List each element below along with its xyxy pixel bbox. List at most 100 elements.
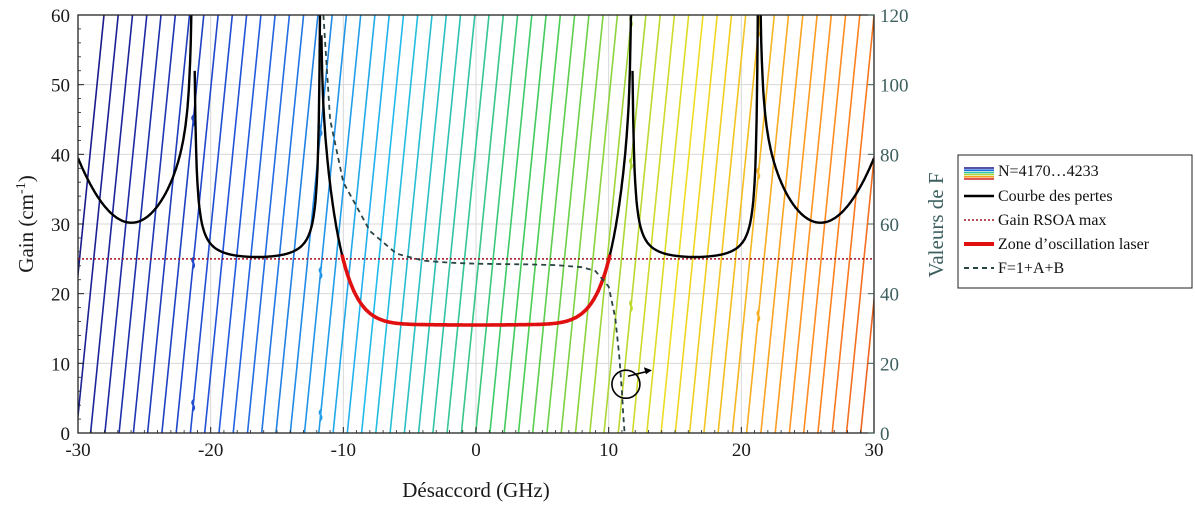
laser-zone-curve xyxy=(340,254,612,327)
mode-family xyxy=(78,15,874,433)
legend-box xyxy=(957,154,1193,289)
mode-line xyxy=(275,15,319,433)
mode-line xyxy=(703,15,747,433)
mode-line xyxy=(531,15,576,433)
mode-resonance-mark xyxy=(191,113,196,128)
f-curve xyxy=(322,15,626,433)
y2-tick-label: 40 xyxy=(880,285,899,306)
y-tick-label: 10 xyxy=(51,354,70,375)
y2-axis-title: Valeurs de F xyxy=(924,173,948,278)
mode-line xyxy=(574,15,619,433)
legend-label-laser-zone: Zone d’oscillation laser xyxy=(998,236,1150,253)
loss-curve xyxy=(193,15,322,259)
mode-line xyxy=(760,15,804,433)
annotation-circle xyxy=(611,369,641,400)
mode-line xyxy=(161,15,205,433)
mode-line xyxy=(260,15,305,433)
y2-tick-label: 120 xyxy=(880,6,909,27)
overlay-curves xyxy=(78,15,874,433)
mode-line xyxy=(403,15,448,433)
y-tick-label: 30 xyxy=(51,215,70,236)
ticks: -30 -20 -10 0 10 20 30010203040506002040608010… xyxy=(51,6,909,461)
mode-resonance-mark xyxy=(756,309,761,323)
mode-resonance-mark xyxy=(191,256,196,270)
mode-line xyxy=(303,15,348,433)
y-tick-label: 20 xyxy=(51,285,70,306)
x-tick-label: 30 xyxy=(865,440,884,461)
x-tick-label: -10 xyxy=(331,440,356,461)
x-tick-label: 0 xyxy=(471,440,481,461)
x-tick-label: -30 xyxy=(65,440,90,461)
mode-line xyxy=(375,15,419,433)
x-tick-label: -20 xyxy=(198,440,223,461)
y-tick-label: 40 xyxy=(51,145,70,166)
x-tick-label: 20 xyxy=(732,440,751,461)
legend-label-modes: N=4170…4233 xyxy=(998,163,1099,180)
mode-line xyxy=(132,15,177,433)
loss-curve xyxy=(78,15,193,224)
annotation-arrow xyxy=(627,370,649,378)
mode-line xyxy=(104,15,148,433)
mode-line xyxy=(360,15,405,433)
mode-line xyxy=(831,15,874,433)
mode-line xyxy=(203,15,248,433)
mode-line xyxy=(118,15,162,433)
mode-line xyxy=(731,15,776,433)
legend-label-f-curve: F=1+A+B xyxy=(998,260,1064,277)
y-tick-label: 0 xyxy=(61,424,71,445)
mode-line xyxy=(489,15,533,433)
mode-line xyxy=(774,15,818,433)
mode-line xyxy=(717,15,761,433)
annotation-circle-arrow xyxy=(611,367,652,400)
mode-line xyxy=(859,292,874,433)
mode-line xyxy=(745,15,790,433)
mode-line xyxy=(560,15,604,433)
y-axis-title: Gain (cm-1) xyxy=(14,175,38,272)
mode-line xyxy=(474,15,519,433)
y2-tick-label: 20 xyxy=(880,354,899,375)
mode-line xyxy=(688,15,733,433)
mode-line xyxy=(232,15,276,433)
legend-swatch-modes xyxy=(964,167,994,180)
mode-line xyxy=(389,15,433,433)
mode-resonance-mark xyxy=(318,266,323,280)
mode-line xyxy=(631,15,676,433)
y2-tick-label: 100 xyxy=(880,76,909,97)
mode-line xyxy=(802,15,847,433)
mode-line xyxy=(517,15,562,433)
y2-tick-label: 80 xyxy=(880,145,899,166)
mode-line xyxy=(89,15,134,433)
mode-line xyxy=(246,15,291,433)
mode-line xyxy=(674,15,718,433)
mode-line xyxy=(218,15,262,433)
mode-resonance-mark xyxy=(756,166,761,181)
mode-line xyxy=(660,15,704,433)
y2-tick-label: 60 xyxy=(880,215,899,236)
mode-line xyxy=(146,15,191,433)
mode-line xyxy=(175,15,219,433)
legend-label-loss: Courbe des pertes xyxy=(998,188,1113,205)
mode-line xyxy=(417,15,462,433)
y-tick-label: 60 xyxy=(51,6,70,27)
mode-resonance-mark xyxy=(629,156,633,171)
mode-line xyxy=(603,15,647,433)
mode-line xyxy=(318,15,362,433)
mode-line xyxy=(503,15,547,433)
mode-line xyxy=(432,15,476,433)
mode-line xyxy=(546,15,590,433)
mode-line xyxy=(446,15,490,433)
y2-tick-label: 0 xyxy=(880,424,890,445)
mode-resonance-mark xyxy=(318,123,323,138)
mode-line xyxy=(646,15,690,433)
mode-resonance-mark xyxy=(191,398,196,412)
legend-label-gain-max: Gain RSOA max xyxy=(998,212,1106,229)
legend: N=4170…4233 Courbe des pertes Gain RSOA … xyxy=(957,154,1193,289)
loss-curve xyxy=(631,15,759,259)
mode-line xyxy=(332,15,376,433)
mode-line xyxy=(788,15,833,433)
mode-resonance-mark xyxy=(629,299,633,313)
mode-resonance-mark xyxy=(318,408,323,422)
y-tick-label: 50 xyxy=(51,76,70,97)
loss-curve xyxy=(759,15,874,224)
